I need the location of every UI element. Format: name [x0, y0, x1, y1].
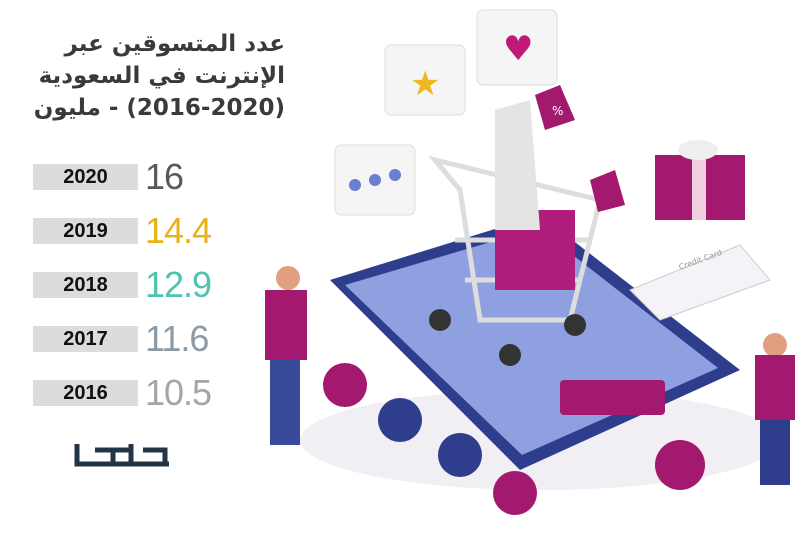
value-label: 11.6: [145, 318, 209, 359]
person-right: [755, 333, 795, 485]
data-rows: 2020 16 2019 14.4 2018 12.9 2017 11.6 2016 10…: [33, 156, 212, 434]
credit-card-icon: Credit Card: [629, 244, 771, 321]
year-label: 2017: [33, 326, 138, 352]
star-bubble: [384, 44, 466, 116]
shopping-illustration: % ★ ♥ Credit Card: [265, 9, 795, 515]
year-label: 2019: [33, 218, 138, 244]
gift-box-icon: [655, 140, 745, 220]
discount-symbol: %: [552, 104, 563, 118]
data-row: 2018 12.9: [33, 264, 212, 305]
cursor-step-icon: [323, 363, 367, 407]
cart-badge-icon: [655, 440, 705, 490]
value-label: 12.9: [145, 264, 212, 305]
year-label: 2016: [33, 380, 138, 406]
data-row: 2017 11.6: [33, 318, 211, 359]
year-label: 2020: [33, 164, 138, 190]
wheel-icon: [429, 309, 451, 331]
value-label: 14.4: [145, 210, 212, 251]
data-row: 2019 14.4: [33, 210, 212, 251]
value-label: 10.5: [145, 372, 212, 413]
title-line-1: عدد المتسوقين عبر: [64, 31, 285, 57]
check-step-icon: [493, 471, 537, 515]
package-step-icon: [438, 433, 482, 477]
wheel-icon: [499, 344, 521, 366]
data-row: 2016 10.5: [33, 372, 212, 413]
okaz-logo: [74, 444, 169, 467]
search-bar-icon: [560, 380, 665, 415]
heart-bubble: [476, 9, 558, 86]
year-label: 2018: [33, 272, 138, 298]
wheel-icon: [564, 314, 586, 336]
discount-tag-icon: [590, 170, 625, 212]
person-left: [265, 266, 307, 445]
card-step-icon: [378, 398, 422, 442]
title-line-3: (2016-2020) - مليون: [33, 95, 285, 121]
shopping-bag-icon: [495, 100, 540, 230]
heart-icon: ♥: [503, 29, 533, 69]
data-row: 2020 16: [33, 156, 211, 197]
chart-title: عدد المتسوقين عبر الإنترنت في السعودية (…: [0, 28, 285, 124]
star-icon: ★: [410, 64, 440, 104]
title-line-2: الإنترنت في السعودية: [38, 63, 285, 89]
discount-tag-icon: [535, 85, 575, 130]
value-label: 16: [145, 156, 184, 197]
